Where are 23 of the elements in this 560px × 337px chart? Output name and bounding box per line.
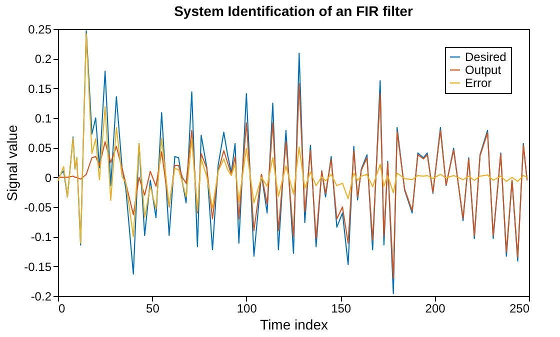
line-series	[57, 33, 528, 244]
x-tick-label: 250	[509, 302, 530, 316]
y-tick-label: -0.15	[24, 260, 52, 274]
legend-label: Output	[465, 63, 502, 77]
y-tick-label: 0.2	[34, 52, 52, 66]
legend-label: Error	[465, 76, 492, 90]
x-tick-label: 100	[236, 302, 258, 316]
y-tick-label: 0.05	[28, 141, 52, 156]
y-tick-label: -0.1	[30, 230, 52, 244]
y-tick-label: 0.1	[34, 112, 52, 126]
x-axis-title: Time index	[260, 316, 328, 332]
y-tick-label: 0.25	[28, 22, 52, 36]
x-tick-label: 200	[425, 302, 446, 316]
legend-label: Desired	[465, 50, 506, 64]
x-tick-label: 0	[58, 302, 66, 316]
chart-title: System Identification of an FIR filter	[174, 3, 414, 19]
y-tick-label: -0.05	[24, 200, 52, 214]
x-tick-label: 50	[146, 302, 160, 316]
y-tick-label: 0.15	[28, 82, 52, 96]
y-axis-title: Signal value	[4, 124, 20, 202]
x-tick-label: 150	[331, 302, 352, 316]
y-tick-label: -0.2	[30, 290, 52, 304]
y-tick-label: 0	[44, 170, 52, 185]
